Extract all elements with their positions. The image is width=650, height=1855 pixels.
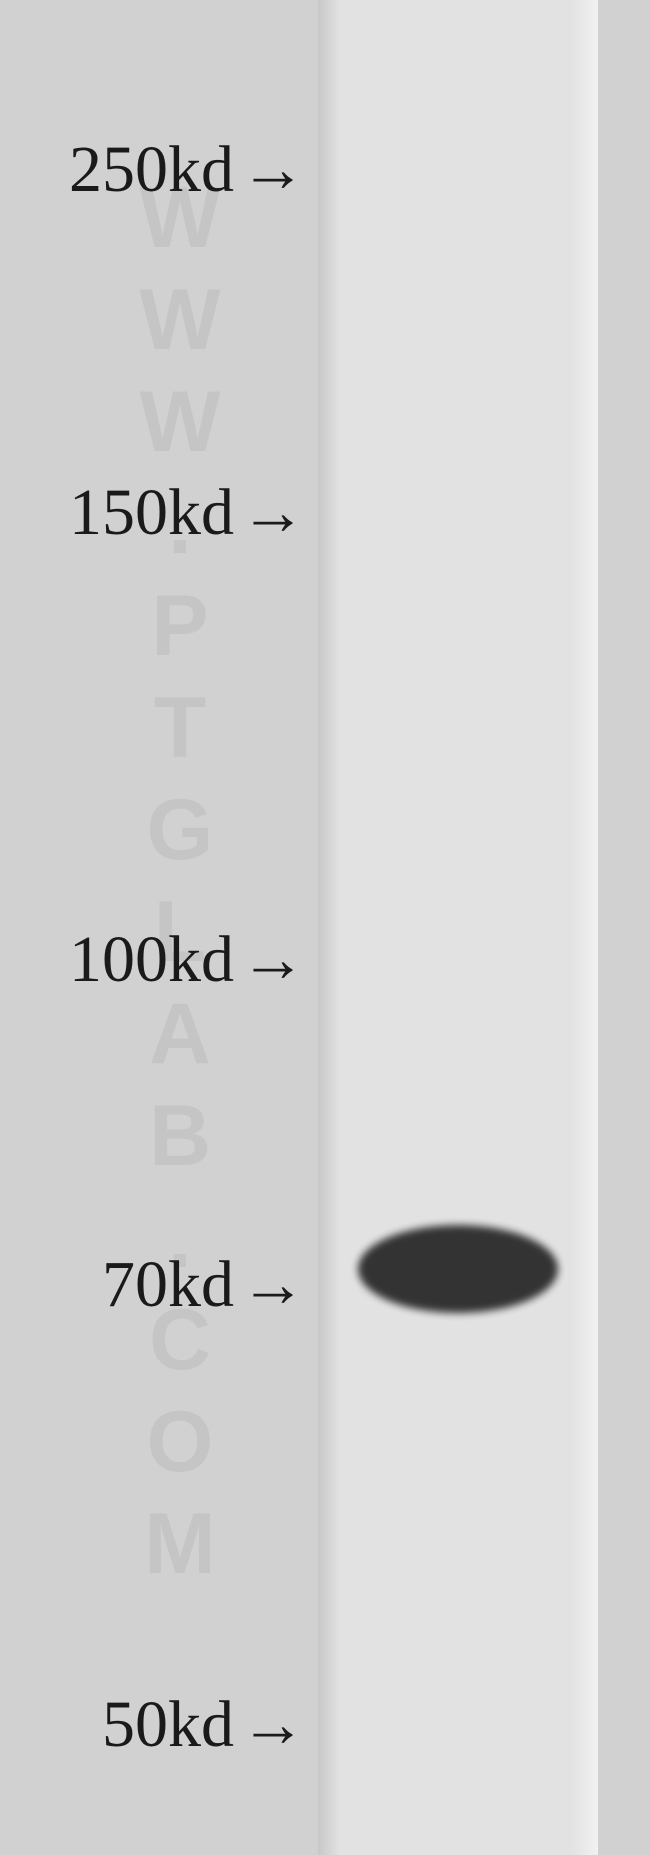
- watermark-text: WWW.PTGLAB.COM: [130, 170, 229, 1598]
- arrow-right-icon: →: [240, 1252, 306, 1318]
- mw-marker-label: 150kd: [69, 475, 234, 551]
- mw-marker: 150kd→: [0, 475, 306, 551]
- arrow-right-icon: →: [240, 927, 306, 993]
- blot-lane: [318, 0, 598, 1855]
- mw-marker-label: 50kd: [102, 1687, 234, 1763]
- mw-marker: 100kd→: [0, 922, 306, 998]
- blot-canvas: WWW.PTGLAB.COM 250kd→150kd→100kd→70kd→50…: [0, 0, 650, 1855]
- mw-marker-label: 70kd: [102, 1247, 234, 1323]
- arrow-right-icon: →: [240, 1692, 306, 1758]
- arrow-right-icon: →: [240, 137, 306, 203]
- arrow-right-icon: →: [240, 480, 306, 546]
- mw-marker-label: 250kd: [69, 132, 234, 208]
- mw-marker-label: 100kd: [69, 922, 234, 998]
- mw-marker: 250kd→: [0, 132, 306, 208]
- mw-marker: 50kd→: [0, 1687, 306, 1763]
- mw-marker: 70kd→: [0, 1247, 306, 1323]
- protein-band: [358, 1225, 558, 1313]
